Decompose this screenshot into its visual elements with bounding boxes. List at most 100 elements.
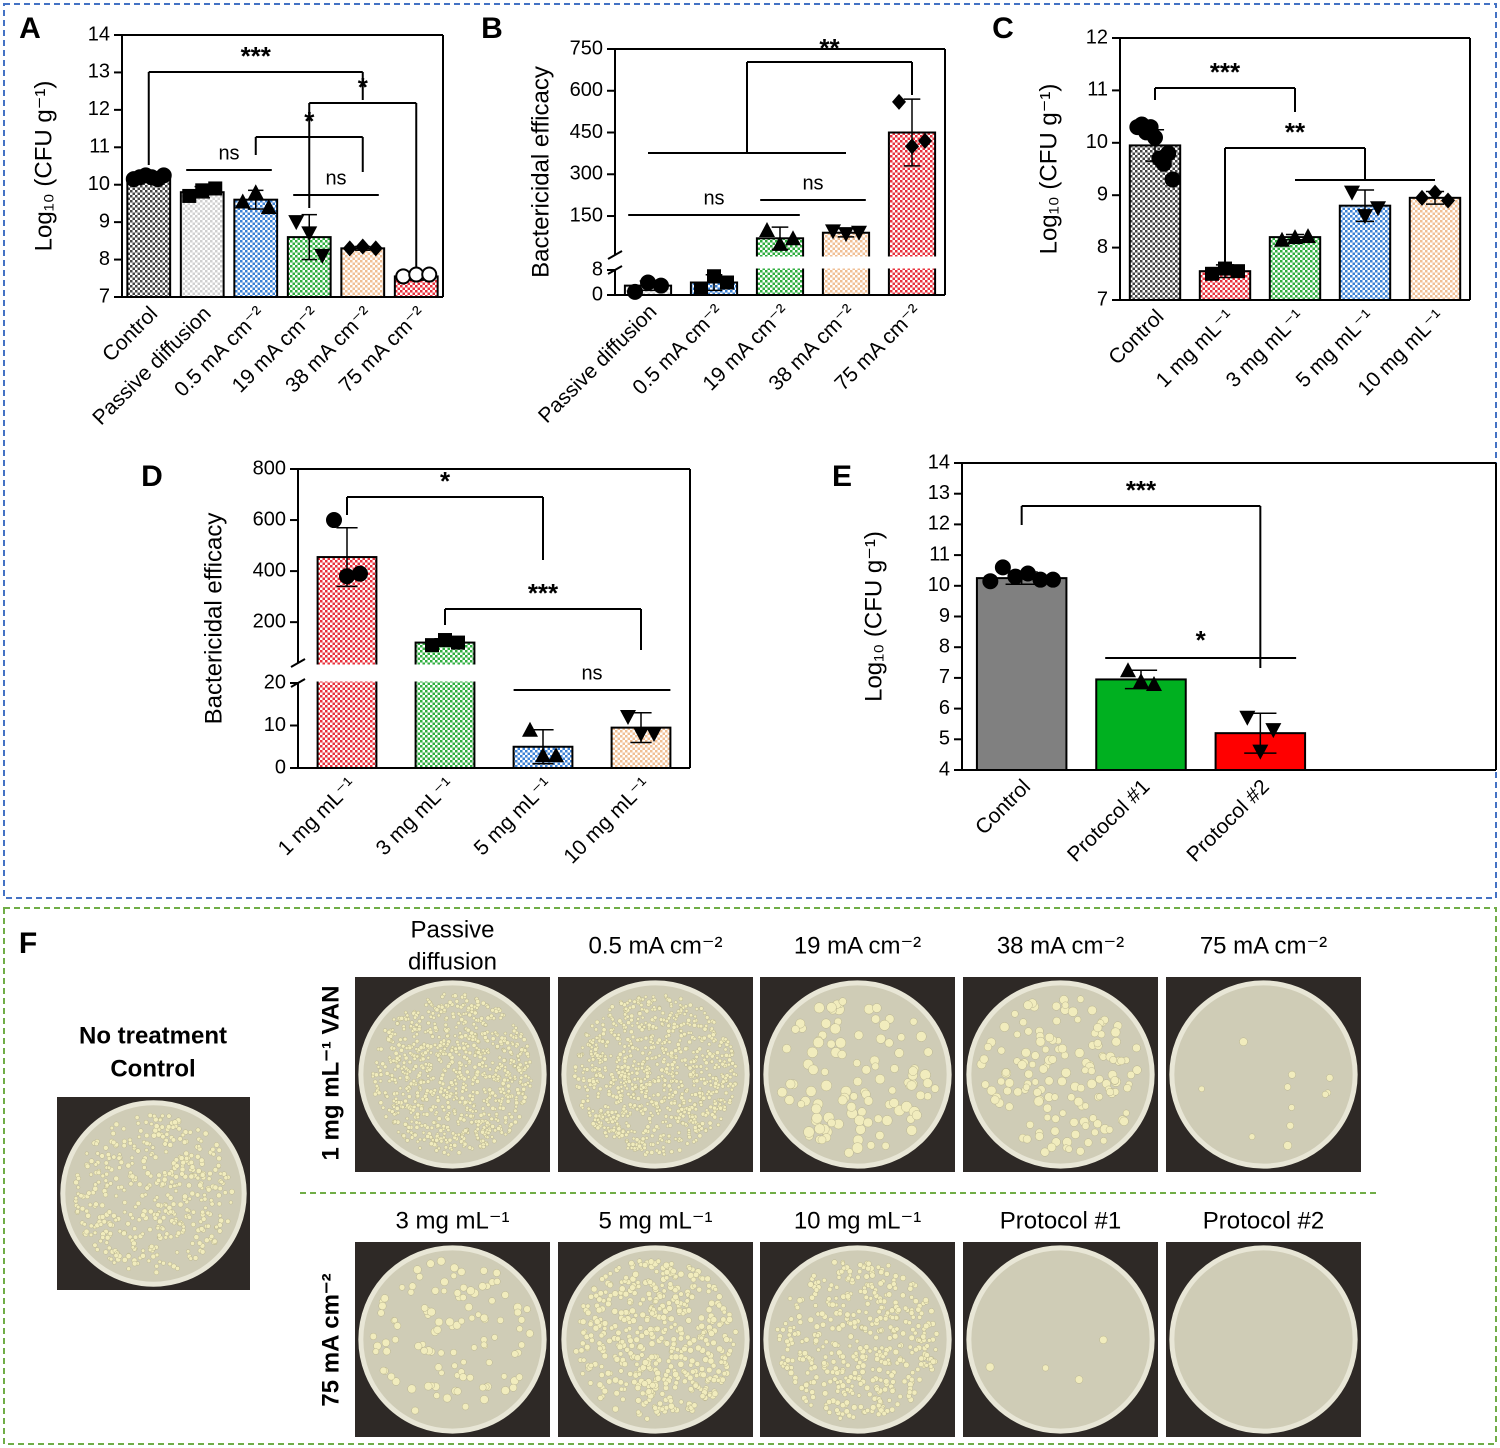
colony	[666, 1359, 671, 1364]
colony	[986, 1363, 994, 1371]
colony	[829, 1283, 834, 1288]
colony	[657, 1307, 661, 1311]
colony	[845, 1312, 850, 1317]
colony	[660, 1283, 664, 1287]
colony	[114, 1122, 119, 1127]
colony	[197, 1145, 201, 1149]
colony	[669, 1088, 672, 1091]
colony	[510, 1058, 514, 1062]
axis-break-gap	[887, 257, 937, 269]
colony	[429, 1063, 432, 1066]
colony	[461, 1359, 467, 1365]
colony	[467, 1076, 470, 1079]
colony	[625, 1347, 630, 1352]
colony	[491, 1008, 495, 1012]
colony	[164, 1203, 168, 1207]
colony	[607, 1282, 613, 1288]
colony	[523, 1095, 527, 1099]
colony	[413, 1105, 417, 1109]
colony	[723, 1060, 726, 1063]
colony	[857, 1394, 861, 1398]
colony	[130, 1174, 135, 1179]
colony	[879, 1305, 884, 1310]
data-point	[425, 638, 439, 652]
colony	[858, 1346, 863, 1351]
colony	[415, 1039, 419, 1043]
colony	[452, 1015, 456, 1019]
colony	[516, 1091, 520, 1095]
colony	[692, 1140, 695, 1143]
colony	[518, 1063, 522, 1067]
plate-caption: 5 mg mL⁻¹	[598, 1207, 712, 1234]
colony	[908, 1345, 912, 1349]
colony	[419, 1147, 422, 1150]
colony	[721, 1317, 726, 1322]
data-point	[759, 222, 775, 237]
colony	[851, 1405, 857, 1411]
colony	[111, 1213, 116, 1218]
colony	[1051, 1094, 1058, 1101]
colony	[439, 1370, 445, 1376]
colony	[671, 1029, 675, 1033]
colony	[447, 1086, 451, 1090]
colony	[981, 1081, 989, 1089]
colony	[408, 1385, 416, 1393]
colony	[462, 1046, 466, 1050]
colony	[931, 1359, 936, 1364]
colony	[152, 1114, 156, 1118]
colony	[94, 1163, 98, 1167]
colony	[675, 1347, 679, 1351]
colony	[691, 1115, 695, 1119]
colony	[638, 1105, 641, 1108]
colony	[476, 1136, 480, 1140]
colony	[475, 1026, 478, 1029]
colony	[168, 1195, 173, 1200]
colony	[1020, 1019, 1027, 1026]
colony	[698, 1134, 702, 1138]
colony	[457, 1046, 461, 1050]
colony	[853, 1077, 862, 1086]
colony	[732, 1072, 736, 1076]
colony	[410, 1111, 413, 1114]
colony	[173, 1184, 177, 1188]
colony	[510, 1384, 517, 1391]
colony	[872, 1063, 879, 1070]
colony	[1003, 1087, 1011, 1095]
colony	[393, 1078, 397, 1082]
colony	[500, 1036, 504, 1040]
colony	[645, 1009, 649, 1013]
colony	[373, 1349, 379, 1355]
colony	[886, 1263, 891, 1268]
colony	[385, 1095, 389, 1099]
colony	[224, 1176, 228, 1180]
colony	[874, 1115, 882, 1123]
colony	[686, 1088, 689, 1091]
data-point	[1239, 711, 1255, 726]
colony	[706, 1367, 712, 1373]
colony	[695, 1055, 699, 1059]
colony	[388, 1108, 391, 1111]
y-tick-label: 14	[88, 23, 110, 45]
colony	[486, 1359, 492, 1365]
colony	[650, 1311, 655, 1316]
colony	[446, 1034, 450, 1038]
colony	[498, 1062, 501, 1065]
colony	[186, 1250, 190, 1254]
colony	[644, 1129, 648, 1133]
colony	[394, 1097, 397, 1100]
colony	[508, 1112, 511, 1115]
colony	[808, 1317, 814, 1323]
colony	[171, 1202, 176, 1207]
colony	[788, 1370, 794, 1376]
colony	[212, 1152, 216, 1156]
colony	[411, 1030, 414, 1033]
colony	[693, 1383, 698, 1388]
colony	[432, 1287, 439, 1294]
colony	[624, 1382, 628, 1386]
colony	[850, 1093, 858, 1101]
colony	[434, 1392, 440, 1398]
colony	[692, 1284, 696, 1288]
panel-label: D	[141, 460, 163, 493]
colony	[612, 1406, 618, 1412]
colony	[707, 1283, 712, 1288]
